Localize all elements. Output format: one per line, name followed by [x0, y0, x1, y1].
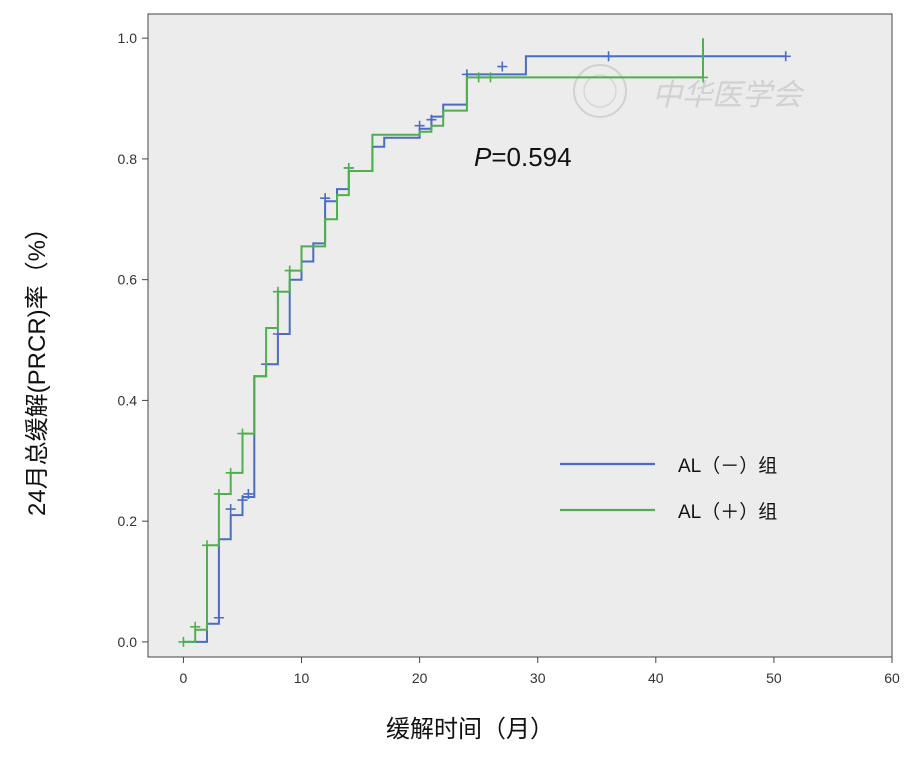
x-tick-label: 10	[294, 670, 310, 686]
y-tick-label: 0.0	[118, 634, 138, 650]
censor-mark	[343, 162, 354, 173]
watermark: 中华医学会	[573, 64, 805, 118]
series-1	[178, 38, 709, 647]
censor-mark	[780, 51, 791, 62]
censor-mark	[272, 286, 283, 297]
censor-mark	[473, 72, 484, 83]
censor-mark	[202, 540, 213, 551]
p-value-prefix: P	[474, 142, 492, 172]
y-tick-label: 0.8	[118, 151, 138, 167]
censor-mark	[284, 265, 295, 276]
censor-mark	[213, 488, 224, 499]
censor-mark	[414, 120, 425, 131]
y-tick-label: 0.6	[118, 272, 138, 288]
censor-mark	[225, 467, 236, 478]
censor-mark	[225, 504, 236, 515]
censor-mark	[190, 621, 201, 632]
x-tick-label: 60	[884, 670, 900, 686]
censor-mark	[698, 72, 709, 83]
censor-mark	[178, 636, 189, 647]
legend: AL（－）组 AL（＋）组	[560, 455, 777, 523]
censor-mark	[237, 495, 248, 506]
x-axis-title: 缓解时间（月）	[386, 716, 554, 743]
y-tick-label: 0.4	[118, 392, 138, 408]
x-tick-label: 20	[412, 670, 428, 686]
watermark-text: 中华医学会	[652, 79, 805, 112]
p-value-annotation: P=0.594	[474, 142, 572, 172]
censor-mark	[272, 328, 283, 339]
censor-mark	[497, 61, 508, 72]
y-tick-label: 1.0	[118, 30, 138, 46]
legend-label-al-minus: AL（－）组	[678, 455, 777, 477]
watermark-seal-icon	[573, 64, 627, 118]
x-tick-label: 40	[648, 670, 664, 686]
x-tick-label: 30	[530, 670, 546, 686]
x-tick-label: 0	[180, 670, 188, 686]
censor-mark	[485, 72, 496, 83]
legend-label-al-plus: AL（＋）组	[678, 501, 777, 523]
censor-mark	[603, 51, 614, 62]
censor-mark	[237, 428, 248, 439]
y-axis: 0.0 0.2 0.4 0.6 0.8 1.0	[118, 30, 148, 650]
censor-mark	[320, 193, 331, 204]
watermark-seal-inner	[583, 74, 617, 108]
censor-mark	[426, 114, 437, 125]
x-tick-label: 50	[766, 670, 782, 686]
series-layer	[178, 38, 791, 647]
x-axis: 0 10 20 30 40 50 60	[180, 657, 900, 686]
y-tick-label: 0.2	[118, 513, 138, 529]
plot-area	[147, 13, 893, 658]
censor-mark	[213, 612, 224, 623]
censor-mark	[243, 488, 254, 499]
y-axis-title: 24月总缓解(PRCR)率（%）	[24, 216, 51, 516]
p-value-text: =0.594	[491, 142, 571, 172]
series-line	[183, 55, 786, 643]
